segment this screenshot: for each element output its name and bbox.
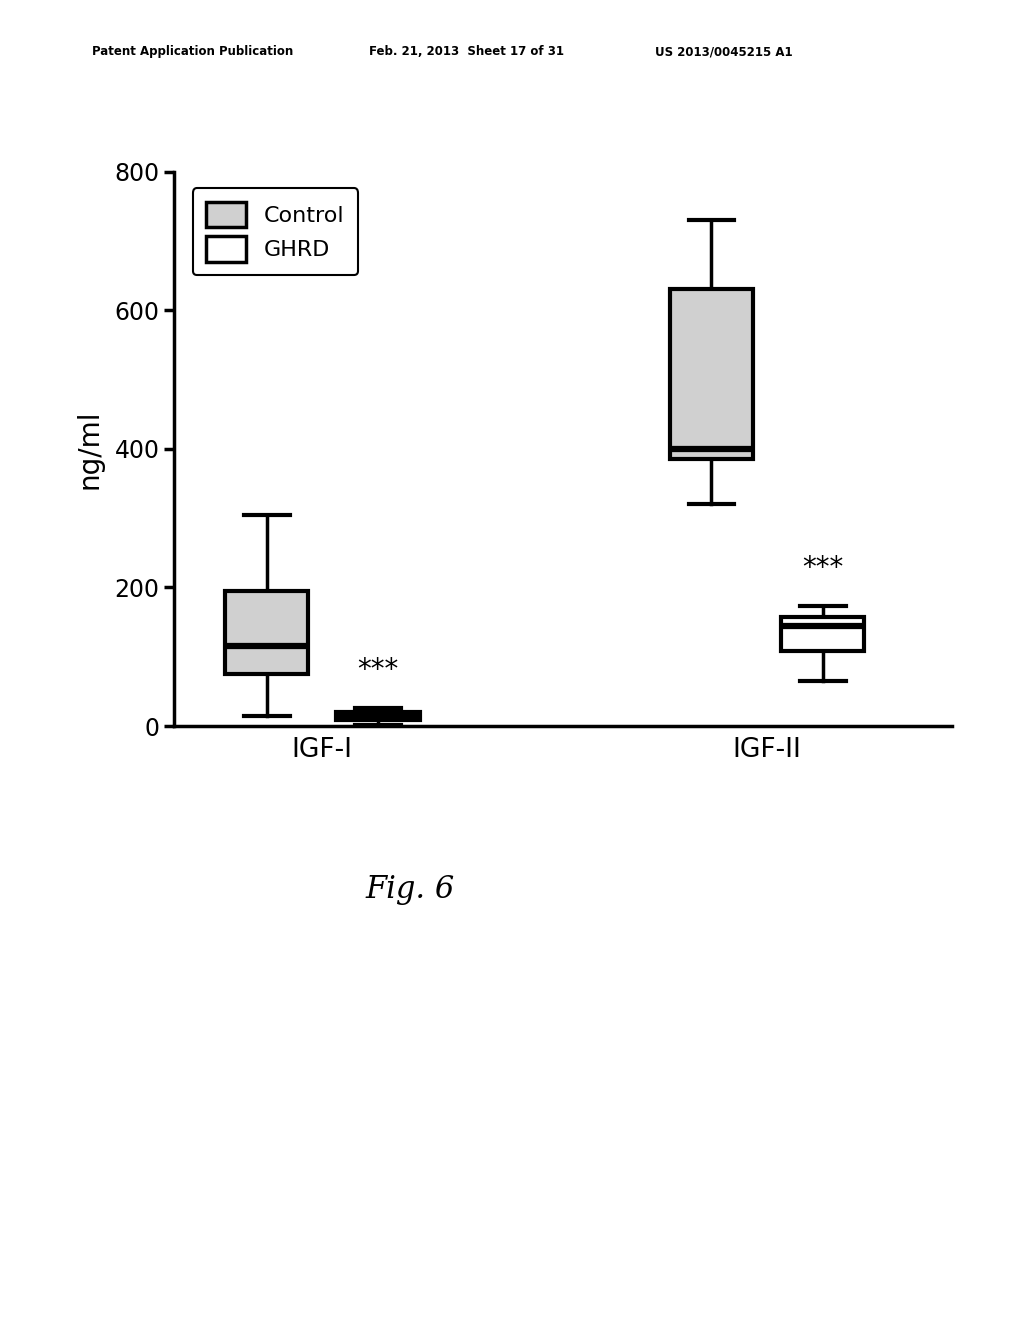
Text: ***: ***	[357, 656, 398, 684]
Text: Fig. 6: Fig. 6	[365, 874, 455, 904]
Text: ***: ***	[802, 554, 843, 582]
Text: US 2013/0045215 A1: US 2013/0045215 A1	[655, 45, 793, 58]
Bar	[670, 289, 753, 459]
Y-axis label: ng/ml: ng/ml	[75, 409, 103, 488]
Bar	[336, 713, 420, 721]
Bar	[781, 616, 864, 651]
Text: Patent Application Publication: Patent Application Publication	[92, 45, 294, 58]
Legend: Control, GHRD: Control, GHRD	[193, 189, 358, 275]
Text: Feb. 21, 2013  Sheet 17 of 31: Feb. 21, 2013 Sheet 17 of 31	[369, 45, 563, 58]
Bar	[225, 591, 308, 675]
